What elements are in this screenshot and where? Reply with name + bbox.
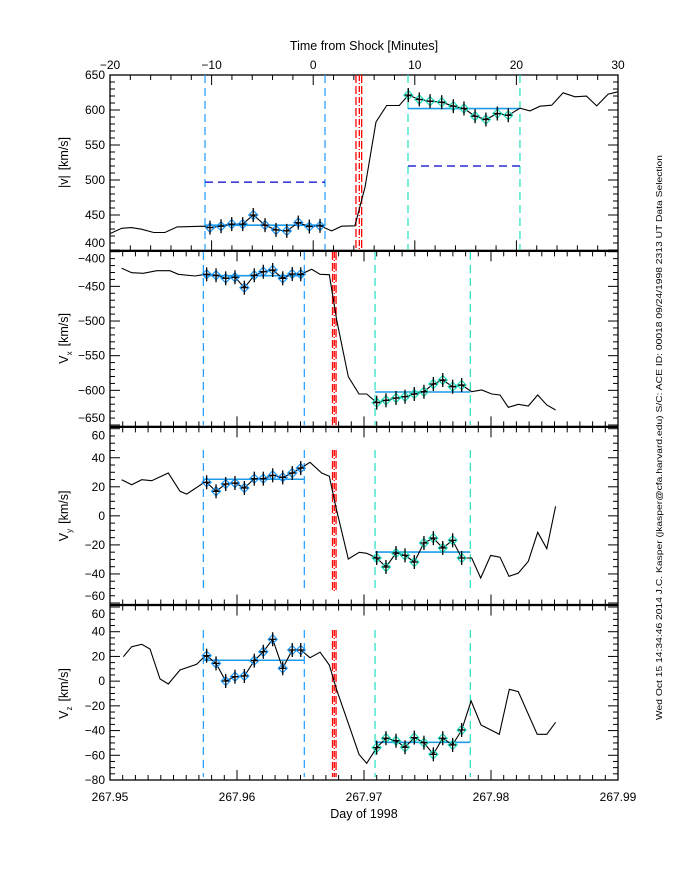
y-label-symbol: V — [57, 532, 71, 541]
y-label-subscript: x — [65, 351, 74, 355]
y-tick-label: 400 — [85, 236, 105, 250]
y-label-unit: [km/s] — [57, 137, 71, 170]
data-trace-line — [121, 461, 557, 580]
data-trace-line — [122, 638, 557, 765]
x-bottom-tick-label: 267.95 — [92, 790, 129, 804]
top-axis-title: Time from Shock [Minutes] — [290, 39, 438, 53]
x-bottom-tick-label: 267.96 — [219, 790, 256, 804]
y-tick-label: −40 — [85, 724, 106, 738]
y-tick-label: 40 — [92, 451, 106, 465]
y-label-symbol: |v| — [57, 175, 71, 188]
plot-frame — [109, 604, 619, 781]
x-bottom-tick-label: 267.97 — [346, 790, 383, 804]
x-top-tick-label: −10 — [201, 58, 222, 72]
y-tick-label: 20 — [92, 480, 106, 494]
plot-frame — [109, 426, 619, 606]
y-tick-label: 60 — [92, 429, 106, 443]
footer-credit: Wed Oct 15 14:34:46 2014 J.C. Kasper (jk… — [654, 155, 664, 720]
x-top-tick-label: 0 — [310, 58, 317, 72]
y-tick-label: 450 — [85, 208, 105, 222]
y-axis-label: |v| [km/s] — [57, 137, 71, 188]
y-tick-label: 20 — [92, 649, 106, 663]
y-axis-label: Vy [km/s] — [57, 491, 74, 542]
data-trace-line — [121, 267, 556, 411]
x-top-tick-label: 30 — [611, 58, 625, 72]
x-bottom-tick-label: 267.98 — [473, 790, 510, 804]
y-axis-label: Vx [km/s] — [57, 313, 74, 364]
panel-vx: −650 −600 −550 −500 −450 −400 Vx [km/s] — [57, 250, 619, 428]
bottom-axis-title: Day of 1998 — [330, 807, 397, 821]
y-tick-label: −550 — [78, 349, 105, 363]
x-bottom-tick-label: 267.99 — [600, 790, 637, 804]
plot-frame — [109, 74, 619, 252]
y-label-subscript: y — [65, 529, 74, 533]
y-tick-label: −20 — [85, 699, 106, 713]
y-label-unit: [km/s] — [57, 668, 71, 701]
y-tick-label: −60 — [85, 748, 106, 762]
y-tick-label: 500 — [85, 173, 105, 187]
x-top-tick-label: 20 — [510, 58, 524, 72]
panel-vy: −60 −40 −20 0 20 40 60 Vy [km/s] — [57, 426, 619, 606]
y-tick-label: −80 — [85, 773, 106, 787]
y-tick-label: −450 — [78, 279, 105, 293]
y-tick-label: −60 — [85, 589, 106, 603]
y-label-unit: [km/s] — [57, 313, 71, 346]
y-label-subscript: z — [65, 707, 74, 711]
y-tick-label: 650 — [85, 68, 105, 82]
panel-speed: 400 450 500 550 600 650−20 −10 0 10 20 30 |v| [km/s] — [57, 58, 625, 252]
y-tick-label: −600 — [78, 383, 105, 397]
y-tick-label: −20 — [85, 538, 106, 552]
x-top-tick-label: −20 — [100, 58, 121, 72]
y-tick-label: 550 — [85, 138, 105, 152]
y-label-symbol: V — [57, 710, 71, 719]
y-tick-label: −650 — [78, 411, 105, 425]
y-tick-label: 600 — [85, 103, 105, 117]
data-trace-line — [109, 91, 619, 235]
y-tick-label: −400 — [78, 252, 105, 266]
y-tick-label: −40 — [85, 567, 106, 581]
y-tick-label: −500 — [78, 314, 105, 328]
y-label-symbol: V — [57, 355, 71, 364]
x-top-tick-label: 10 — [408, 58, 422, 72]
y-label-unit: [km/s] — [57, 491, 71, 524]
y-tick-label: 0 — [98, 509, 105, 523]
panel-vz: −80 −60 −40 −20 0 20 40 60 267.95 267.96 267.97 267… — [57, 604, 637, 804]
y-tick-label: 60 — [92, 607, 106, 621]
y-tick-label: 0 — [98, 674, 105, 688]
y-tick-label: 40 — [92, 625, 106, 639]
y-axis-label: Vz [km/s] — [57, 668, 74, 719]
